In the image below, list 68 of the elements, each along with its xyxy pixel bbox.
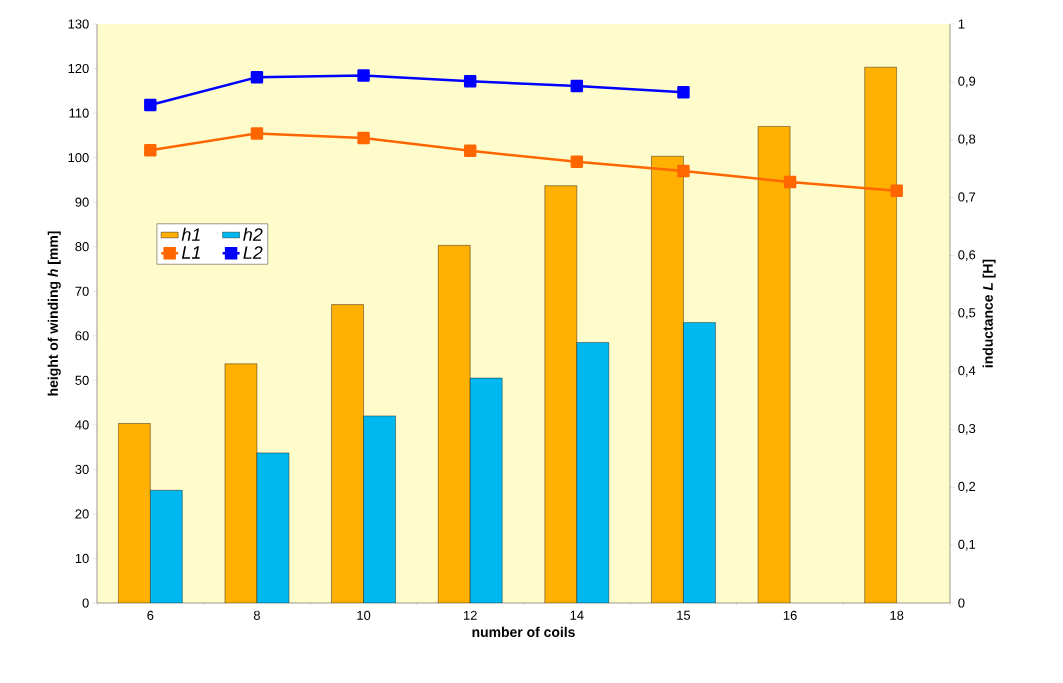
legend-label: L2 — [243, 246, 263, 259]
bar — [683, 322, 716, 603]
bar — [331, 304, 364, 603]
point — [144, 143, 157, 157]
y-axis-title: height of winding h [mm] — [47, 231, 61, 396]
y2-tick-label: 0,5 — [958, 308, 976, 319]
x-tick-label: 12 — [463, 610, 477, 620]
point — [890, 184, 903, 197]
bar — [256, 452, 289, 603]
y-tick-label: 50 — [75, 375, 89, 385]
x-tick-label: 15 — [677, 610, 691, 620]
y2-tick-label: 0,6 — [958, 250, 976, 261]
y-tick-label: 20 — [75, 509, 89, 519]
legend-label: L1 — [181, 246, 200, 259]
y2-tick-label: 0,4 — [958, 366, 976, 377]
bar — [544, 185, 577, 603]
legend-label: h2 — [243, 227, 263, 241]
x-tick-label: 16 — [783, 610, 797, 620]
y2-tick-label: 0,8 — [958, 134, 976, 146]
y2-tick-label: 0,2 — [958, 481, 976, 493]
bar — [438, 245, 471, 603]
bar — [224, 363, 257, 603]
point — [570, 155, 584, 169]
point — [250, 71, 264, 84]
x-tick-label: 10 — [357, 610, 371, 620]
x-axis-title: number of coils — [472, 626, 575, 638]
bar — [150, 490, 183, 603]
bar — [758, 126, 791, 603]
bar — [470, 378, 503, 603]
y2-tick-label: 0,9 — [958, 76, 976, 88]
y2-tick-label: 0 — [958, 598, 965, 608]
x-tick-label: 18 — [890, 610, 904, 620]
bar — [864, 67, 897, 603]
y-tick-label: 40 — [75, 420, 89, 430]
point — [783, 175, 797, 189]
point — [250, 127, 264, 140]
y2-tick-label: 1 — [958, 19, 965, 29]
x-tick-label: 6 — [147, 610, 154, 620]
bar — [576, 342, 609, 603]
bar — [651, 156, 684, 603]
y-tick-label: 130 — [68, 19, 89, 29]
y-tick-label: 10 — [75, 553, 89, 564]
y-tick-label: 90 — [75, 197, 89, 207]
y2-axis-title: inductance L [H] — [982, 259, 996, 368]
y-tick-label: 120 — [68, 63, 89, 74]
legend-label: h1 — [181, 227, 200, 241]
point — [463, 144, 477, 158]
y-tick-label: 80 — [75, 242, 89, 252]
y-tick-label: 110 — [69, 108, 89, 118]
point — [677, 86, 690, 99]
y-tick-label: 100 — [68, 153, 89, 163]
point — [357, 131, 370, 145]
x-tick-label: 8 — [253, 610, 260, 620]
x-tick-label: 14 — [570, 610, 584, 620]
y2-tick-label: 0,7 — [958, 192, 976, 204]
point — [463, 75, 477, 88]
point — [357, 69, 370, 82]
bar — [363, 415, 396, 603]
point — [144, 98, 157, 112]
y-tick-label: 0 — [82, 598, 89, 608]
point — [570, 79, 584, 93]
y-tick-label: 60 — [75, 331, 89, 341]
y-tick-label: 30 — [75, 464, 89, 474]
y-tick-label: 70 — [75, 286, 89, 296]
y2-tick-label: 0,1 — [958, 539, 976, 551]
y2-tick-label: 0,3 — [958, 423, 976, 435]
point — [677, 164, 690, 178]
bar — [118, 423, 151, 603]
